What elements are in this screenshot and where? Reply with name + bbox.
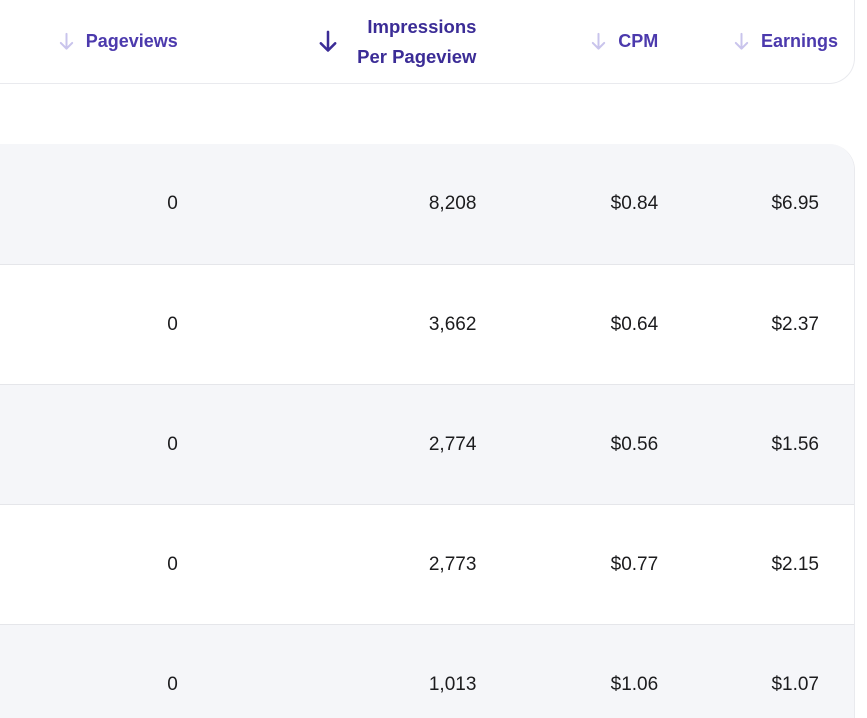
cell-pageviews: 0 — [167, 673, 178, 695]
cell-earnings: $2.37 — [771, 313, 819, 335]
cell-earnings: $1.07 — [771, 673, 819, 695]
column-header-label: CPM — [618, 31, 659, 51]
cell-impressions-per-pageview: 3,662 — [428, 313, 477, 335]
column-header-impressions-per-pageview[interactable]: Impressions Per Pageview — [195, 0, 490, 83]
cell-cpm: $0.64 — [610, 313, 659, 335]
cell-pageviews: 0 — [167, 433, 178, 455]
column-header-label: Pageviews — [85, 31, 178, 51]
cell-pageviews: 0 — [167, 553, 178, 575]
table-row: 0 8,208 $0.84 $6.95 — [0, 144, 854, 264]
cell-cpm: $0.84 — [610, 193, 659, 214]
cell-earnings: $1.56 — [771, 433, 819, 455]
sort-down-icon[interactable] — [57, 31, 76, 52]
table-body: 0 8,208 $0.84 $6.95 0 3,662 $0.64 $2.37 … — [0, 144, 855, 718]
column-header-label: Impressions Per Pageview — [357, 15, 477, 67]
table-header-row: Pageviews Impressions Per Pageview CPM — [0, 0, 855, 84]
column-header-earnings[interactable]: Earnings — [671, 0, 854, 83]
table-row: 0 1,013 $1.06 $1.07 — [0, 624, 854, 718]
cell-earnings: $2.15 — [771, 553, 819, 575]
cell-impressions-per-pageview: 1,013 — [428, 673, 477, 695]
column-header-pageviews[interactable]: Pageviews — [0, 0, 195, 83]
sort-down-icon[interactable] — [732, 31, 751, 52]
cell-cpm: $1.06 — [610, 673, 659, 695]
cell-impressions-per-pageview: 2,774 — [428, 433, 477, 455]
sort-down-icon-active[interactable] — [316, 28, 340, 55]
column-header-label: Earnings — [760, 31, 838, 51]
cell-earnings: $6.95 — [771, 193, 819, 214]
cell-impressions-per-pageview: 8,208 — [428, 193, 477, 214]
sort-down-icon[interactable] — [589, 31, 608, 52]
cell-cpm: $0.77 — [610, 553, 659, 575]
cell-pageviews: 0 — [167, 313, 178, 335]
table-row: 0 2,774 $0.56 $1.56 — [0, 384, 854, 504]
cell-cpm: $0.56 — [610, 433, 659, 455]
column-header-cpm[interactable]: CPM — [489, 0, 671, 83]
cell-pageviews: 0 — [167, 193, 178, 214]
table-row: 0 2,773 $0.77 $2.15 — [0, 504, 854, 624]
table-row: 0 3,662 $0.64 $2.37 — [0, 264, 854, 384]
cell-impressions-per-pageview: 2,773 — [428, 553, 477, 575]
